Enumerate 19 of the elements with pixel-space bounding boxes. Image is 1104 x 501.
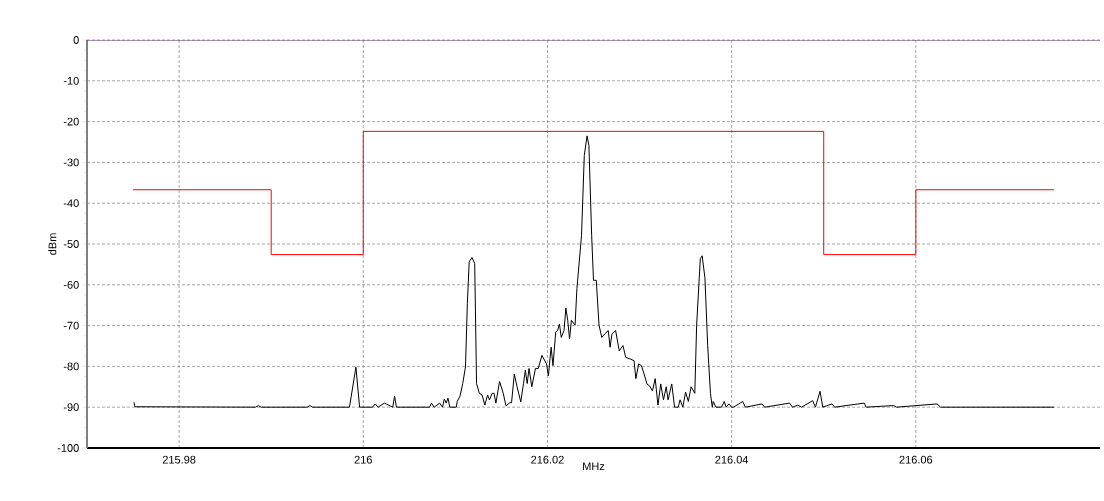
y-tick-label: -30	[63, 158, 79, 167]
y-tick-label: -10	[63, 76, 79, 85]
y-tick-label: -40	[63, 199, 79, 208]
y-tick-label: -50	[63, 240, 79, 248]
x-tick-label: 216.06	[899, 455, 933, 464]
x-tick-label: 216.04	[715, 455, 749, 464]
y-tick-label: 0	[73, 36, 79, 44]
y-tick-label: -20	[63, 117, 79, 126]
y-axis-title: dBm	[48, 233, 57, 255]
x-tick-label: 216.02	[531, 455, 564, 464]
y-tick-label: -70	[63, 321, 79, 330]
x-tick-label: 215.98	[162, 455, 196, 464]
y-tick-label: -60	[63, 280, 79, 289]
y-tick-label: -100	[57, 444, 79, 452]
x-tick-label: 216	[354, 455, 372, 464]
x-axis-title: MHz	[583, 462, 605, 471]
y-tick-label: -90	[63, 403, 79, 412]
y-tick-label: -80	[63, 362, 79, 371]
line-series	[133, 135, 1055, 408]
